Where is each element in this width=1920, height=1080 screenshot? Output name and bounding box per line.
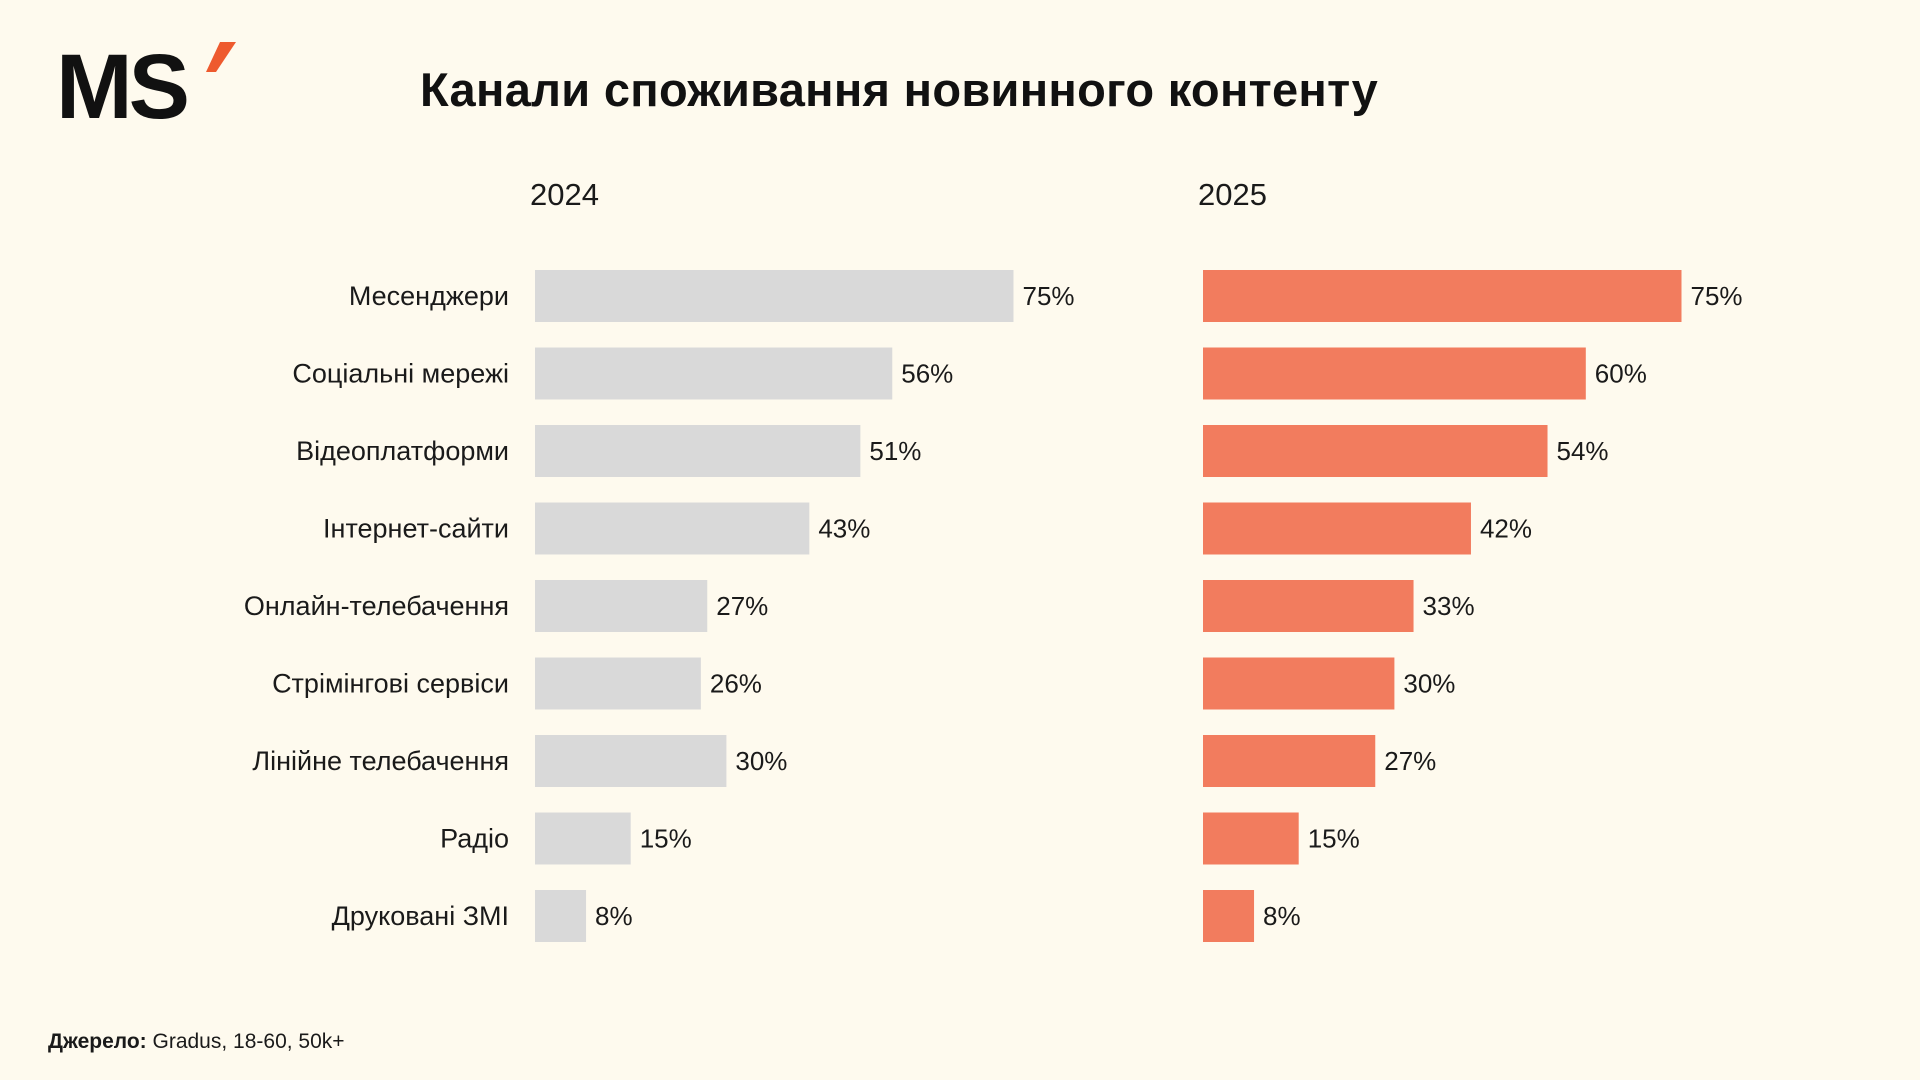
data-label-2024: 8% <box>595 901 633 931</box>
data-label-2025: 33% <box>1423 591 1475 621</box>
data-label-2025: 27% <box>1384 746 1436 776</box>
data-label-2025: 8% <box>1263 901 1301 931</box>
category-label: Лінійне телебачення <box>252 746 509 776</box>
series-label-2024: 2024 <box>530 177 599 212</box>
bar-2025 <box>1203 735 1376 787</box>
bar-2025 <box>1203 502 1471 555</box>
category-label: Месенджери <box>349 281 509 311</box>
category-label: Відеоплатформи <box>296 436 509 466</box>
data-label-2024: 56% <box>901 359 953 389</box>
bar-2024 <box>535 270 1014 322</box>
data-label-2025: 54% <box>1557 436 1609 466</box>
data-label-2024: 27% <box>716 591 768 621</box>
source-text: Gradus, 18-60, 50k+ <box>152 1030 345 1053</box>
page-title: Канали споживання новинного контенту <box>420 63 1379 116</box>
data-label-2025: 15% <box>1308 824 1360 854</box>
bar-2025 <box>1203 657 1395 710</box>
category-label: Радіо <box>440 824 509 854</box>
source-note: Джерело: Gradus, 18-60, 50k+ <box>48 1030 345 1054</box>
category-label: Стрімінгові сервіси <box>272 669 509 699</box>
bar-2025 <box>1203 890 1255 942</box>
source-label: Джерело: <box>48 1030 147 1053</box>
bar-2024 <box>535 735 727 787</box>
data-label-2024: 15% <box>640 824 692 854</box>
category-label: Онлайн-телебачення <box>244 591 509 621</box>
bar-2024 <box>535 580 708 632</box>
bar-2024 <box>535 657 701 710</box>
bar-2024 <box>535 502 810 555</box>
data-label-2024: 51% <box>869 436 921 466</box>
bar-2025 <box>1203 270 1682 322</box>
bar-2024 <box>535 890 587 942</box>
category-label: Інтернет-сайти <box>323 514 509 544</box>
bar-2024 <box>535 347 893 400</box>
bar-2025 <box>1203 347 1586 400</box>
series-label-2025: 2025 <box>1198 177 1267 212</box>
data-label-2024: 43% <box>818 514 870 544</box>
bar-2025 <box>1203 425 1548 477</box>
category-label: Друковані ЗМІ <box>332 901 509 931</box>
category-label: Соціальні мережі <box>292 359 509 389</box>
ms-logo: MS <box>56 38 236 124</box>
bar-2025 <box>1203 580 1414 632</box>
logo-apostrophe-icon <box>206 42 236 72</box>
data-label-2025: 42% <box>1480 514 1532 544</box>
data-label-2024: 75% <box>1023 281 1075 311</box>
data-label-2025: 75% <box>1691 281 1743 311</box>
bar-2024 <box>535 812 631 865</box>
bar-2024 <box>535 425 861 477</box>
data-label-2024: 30% <box>735 746 787 776</box>
data-label-2025: 30% <box>1403 669 1455 699</box>
logo-text: MS <box>56 38 187 124</box>
bar-2025 <box>1203 812 1299 865</box>
data-label-2024: 26% <box>710 669 762 699</box>
data-label-2025: 60% <box>1595 359 1647 389</box>
